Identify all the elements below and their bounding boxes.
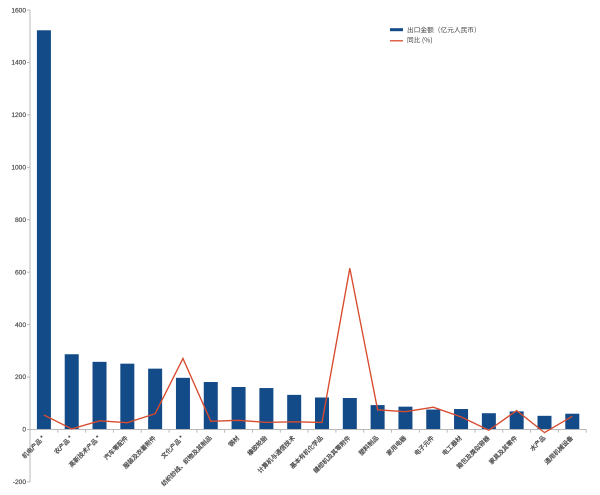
svg-text:400: 400	[15, 322, 26, 329]
svg-text:1600: 1600	[11, 7, 26, 14]
svg-text:1400: 1400	[11, 60, 26, 67]
svg-text:1200: 1200	[11, 112, 26, 119]
svg-text:600: 600	[15, 269, 26, 276]
svg-text:-200: -200	[13, 479, 27, 486]
svg-text:0: 0	[22, 427, 26, 434]
svg-text:800: 800	[15, 217, 26, 224]
svg-text:1000: 1000	[11, 165, 26, 172]
svg-text:200: 200	[15, 374, 26, 381]
